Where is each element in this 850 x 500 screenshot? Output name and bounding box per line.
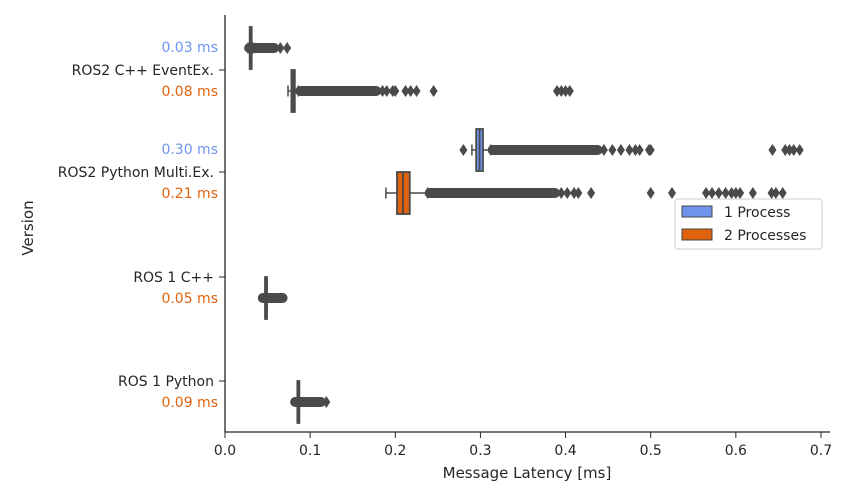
- outlier-point: [557, 187, 566, 199]
- outlier-point: [748, 187, 757, 199]
- dense-outliers: [290, 397, 326, 407]
- outlier-point: [553, 85, 562, 97]
- outlier-point: [727, 187, 736, 199]
- outlier-point: [631, 144, 640, 156]
- outlier-point: [283, 42, 292, 54]
- outlier-point: [570, 187, 579, 199]
- x-tick-label: 0.4: [554, 443, 576, 459]
- y-tick-label: ROS2 Python Multi.Ex.: [58, 165, 214, 181]
- outlier-point: [785, 144, 794, 156]
- legend-swatch-1-process: [681, 205, 713, 218]
- outlier-point: [459, 144, 468, 156]
- outlier-point: [587, 187, 596, 199]
- outlier-point: [412, 85, 421, 97]
- outlier-point: [378, 85, 387, 97]
- outlier-point: [778, 187, 787, 199]
- median-label-1-process: 0.03 ms: [161, 40, 218, 56]
- outlier-point: [768, 144, 777, 156]
- outlier-point: [557, 85, 566, 97]
- outlier-point: [714, 187, 723, 199]
- outlier-point: [795, 144, 804, 156]
- box-2-processes: [290, 380, 331, 424]
- outlier-point: [608, 144, 617, 156]
- outlier-point: [736, 187, 745, 199]
- outlier-point: [781, 144, 790, 156]
- box-1-process: [459, 128, 804, 172]
- x-tick-label: 0.6: [725, 443, 747, 459]
- outlier-point: [789, 144, 798, 156]
- x-tick-label: 0.0: [214, 443, 236, 459]
- outlier-point: [625, 144, 634, 156]
- legend-swatch-2-processes: [681, 228, 713, 241]
- x-tick-label: 0.3: [469, 443, 491, 459]
- median-label-2-processes: 0.21 ms: [161, 186, 218, 202]
- box-2-processes: [287, 69, 574, 113]
- outlier-point: [599, 144, 608, 156]
- outlier-point: [561, 85, 570, 97]
- median-label-2-processes: 0.08 ms: [161, 84, 218, 100]
- outlier-point: [563, 187, 572, 199]
- outlier-point: [429, 85, 438, 97]
- outlier-point: [391, 85, 400, 97]
- y-tick-label: ROS 1 Python: [118, 374, 214, 390]
- outlier-point: [708, 187, 717, 199]
- y-axis-label: Version: [19, 200, 37, 255]
- outlier-point: [616, 144, 625, 156]
- x-tick-label: 0.5: [640, 443, 662, 459]
- outlier-point: [276, 42, 285, 54]
- dense-outliers: [424, 188, 561, 198]
- axes: 0.0 0.1 0.2 0.3 0.4 0.5 0.6 0.7 ROS2 C++ EventEx…: [58, 15, 832, 459]
- outlier-point: [635, 144, 644, 156]
- outlier-point: [382, 85, 391, 97]
- outlier-point: [574, 187, 583, 199]
- y-tick-label: ROS 1 C++: [133, 270, 214, 286]
- plot-marks: [244, 26, 804, 424]
- legend: 1 Process 2 Processes: [674, 198, 823, 250]
- box-2-processes: [385, 171, 787, 215]
- outlier-point: [767, 187, 776, 199]
- median-label-2-processes: 0.05 ms: [161, 291, 218, 307]
- outlier-point: [667, 187, 676, 199]
- x-tick-label: 0.1: [299, 443, 321, 459]
- outlier-point: [721, 187, 730, 199]
- outlier-point: [731, 187, 740, 199]
- box-1-process: [244, 26, 292, 70]
- outlier-point: [646, 187, 655, 199]
- dense-outliers: [295, 86, 382, 96]
- median-label-2-processes: 0.09 ms: [161, 395, 218, 411]
- outlier-point: [401, 85, 410, 97]
- median-label-1-process: 0.30 ms: [161, 142, 218, 158]
- box-2-processes: [257, 276, 288, 320]
- x-tick-label: 0.7: [810, 443, 832, 459]
- y-tick-label: ROS2 C++ EventEx.: [72, 63, 214, 79]
- dense-outliers: [257, 293, 288, 303]
- outlier-point: [646, 144, 655, 156]
- outlier-point: [702, 187, 711, 199]
- x-tick-label: 0.2: [384, 443, 406, 459]
- outlier-point: [406, 85, 415, 97]
- x-axis-label: Message Latency [ms]: [443, 464, 612, 482]
- dense-outliers: [487, 145, 603, 155]
- legend-label-1-process: 1 Process: [724, 205, 790, 221]
- outlier-point: [771, 187, 780, 199]
- outlier-point: [322, 396, 331, 408]
- legend-label-2-processes: 2 Processes: [724, 228, 806, 244]
- outlier-point: [565, 85, 574, 97]
